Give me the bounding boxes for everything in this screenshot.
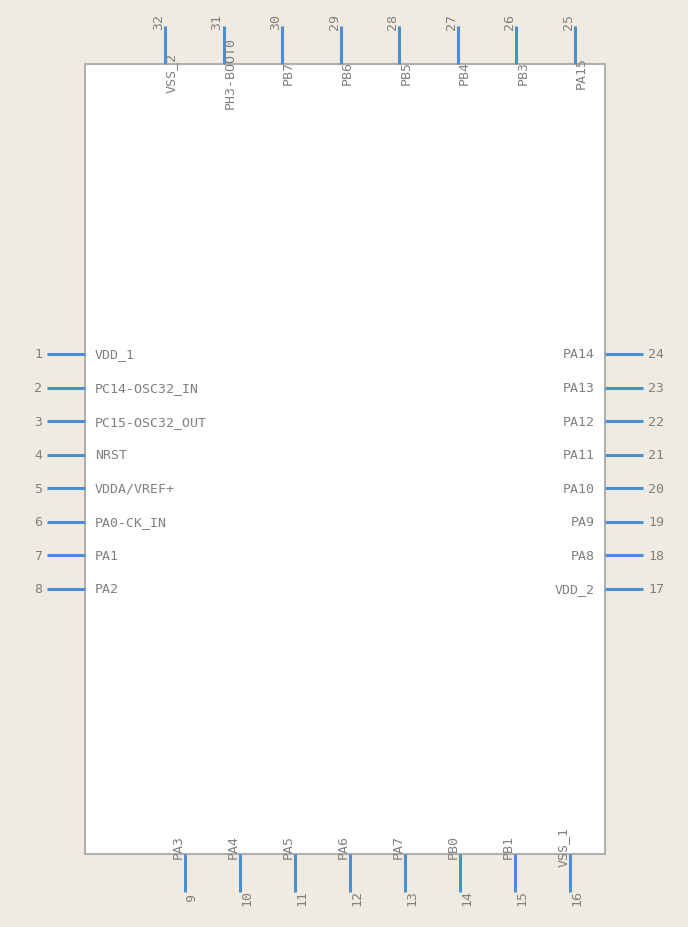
- Text: PB5: PB5: [399, 61, 412, 85]
- Text: PA15: PA15: [575, 57, 588, 89]
- Text: 1: 1: [34, 349, 42, 362]
- Text: PA8: PA8: [571, 550, 595, 563]
- Text: PA10: PA10: [563, 482, 595, 495]
- Text: VSS_1: VSS_1: [557, 826, 570, 866]
- Text: VDD_2: VDD_2: [555, 583, 595, 596]
- Text: 28: 28: [386, 14, 399, 30]
- Text: 31: 31: [211, 14, 224, 30]
- Text: VDD_1: VDD_1: [95, 349, 135, 362]
- Text: 6: 6: [34, 515, 42, 528]
- Text: 5: 5: [34, 482, 42, 495]
- Text: PH3-BOOT0: PH3-BOOT0: [224, 37, 237, 108]
- Text: PA5: PA5: [282, 834, 295, 858]
- Text: PA7: PA7: [392, 834, 405, 858]
- Text: PB0: PB0: [447, 834, 460, 858]
- Text: PA0-CK_IN: PA0-CK_IN: [95, 515, 167, 528]
- Bar: [85, 65, 605, 854]
- Text: 23: 23: [648, 382, 664, 395]
- Text: 8: 8: [34, 583, 42, 596]
- Text: 30: 30: [269, 14, 282, 30]
- Text: 32: 32: [152, 14, 165, 30]
- Text: PA2: PA2: [95, 583, 119, 596]
- Text: PA9: PA9: [571, 515, 595, 528]
- Text: PA1: PA1: [95, 550, 119, 563]
- Text: 22: 22: [648, 415, 664, 428]
- Text: 19: 19: [648, 515, 664, 528]
- Text: 25: 25: [562, 14, 575, 30]
- Text: PA4: PA4: [227, 834, 240, 858]
- Text: 29: 29: [327, 14, 341, 30]
- Text: 12: 12: [350, 889, 363, 905]
- Text: PC15-OSC32_OUT: PC15-OSC32_OUT: [95, 415, 207, 428]
- Text: 24: 24: [648, 349, 664, 362]
- Text: VSS_2: VSS_2: [165, 53, 178, 93]
- Text: PA13: PA13: [563, 382, 595, 395]
- Text: PB1: PB1: [502, 834, 515, 858]
- Text: 18: 18: [648, 550, 664, 563]
- Text: PA11: PA11: [563, 449, 595, 462]
- Text: PB7: PB7: [282, 61, 295, 85]
- Text: 2: 2: [34, 382, 42, 395]
- Text: 27: 27: [445, 14, 458, 30]
- Text: PB4: PB4: [458, 61, 471, 85]
- Text: PA12: PA12: [563, 415, 595, 428]
- Text: 15: 15: [515, 889, 528, 905]
- Text: 3: 3: [34, 415, 42, 428]
- Text: PA6: PA6: [337, 834, 350, 858]
- Text: 4: 4: [34, 449, 42, 462]
- Text: NRST: NRST: [95, 449, 127, 462]
- Text: PB3: PB3: [517, 61, 530, 85]
- Text: 16: 16: [570, 889, 583, 905]
- Text: 21: 21: [648, 449, 664, 462]
- Text: PA14: PA14: [563, 349, 595, 362]
- Text: 14: 14: [460, 889, 473, 905]
- Text: 10: 10: [240, 889, 253, 905]
- Text: PB6: PB6: [341, 61, 354, 85]
- Text: 9: 9: [185, 893, 198, 901]
- Text: PA3: PA3: [172, 834, 185, 858]
- Text: 11: 11: [295, 889, 308, 905]
- Text: 26: 26: [504, 14, 517, 30]
- Text: 17: 17: [648, 583, 664, 596]
- Text: 7: 7: [34, 550, 42, 563]
- Text: 13: 13: [405, 889, 418, 905]
- Text: 20: 20: [648, 482, 664, 495]
- Text: PC14-OSC32_IN: PC14-OSC32_IN: [95, 382, 199, 395]
- Text: VDDA/VREF+: VDDA/VREF+: [95, 482, 175, 495]
